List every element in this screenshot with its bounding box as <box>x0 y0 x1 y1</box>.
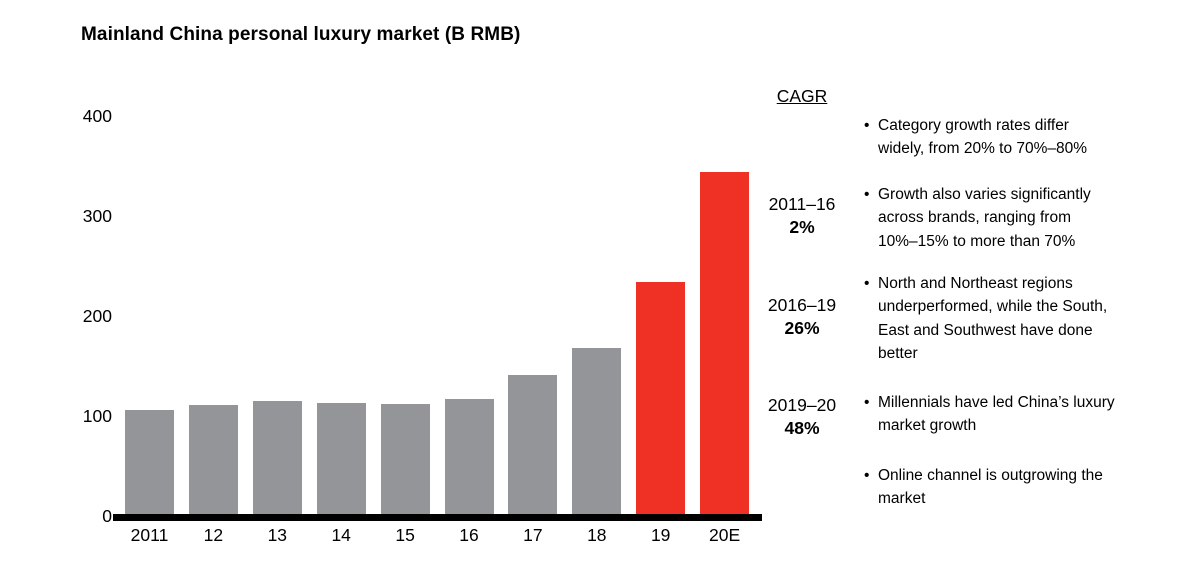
y-axis-tick-label: 100 <box>82 406 112 426</box>
note-text: Online channel is outgrowing the market <box>878 464 1103 511</box>
cagr-header-label: CAGR <box>776 86 828 106</box>
x-axis-label: 13 <box>267 525 288 545</box>
cagr-group: 2019–20 48% <box>752 394 852 440</box>
note-line: widely, from 20% to 70%–80% <box>878 140 1088 158</box>
bar-20E <box>700 172 750 514</box>
note-line: North and Northeast regions <box>878 275 1073 292</box>
note-item: • Online channel is outgrowing the market <box>864 464 1103 511</box>
bullet-marker: • <box>864 467 870 484</box>
cagr-range: 2011–16 <box>768 194 836 214</box>
note-line: 10%–15% to more than 70% <box>878 232 1076 250</box>
x-axis-label: 19 <box>650 525 671 545</box>
bar-12 <box>188 405 238 514</box>
bullet-marker: • <box>864 275 870 292</box>
x-axis-label: 18 <box>587 525 607 545</box>
note-text: Millennials have led China’s luxury marke… <box>878 391 1115 438</box>
y-axis-tick-label: 400 <box>82 106 112 126</box>
note-text: North and Northeast regions underperforme… <box>878 272 1107 366</box>
note-line: market growth <box>878 417 977 435</box>
note-item: • Growth also varies significantly across … <box>864 183 1091 253</box>
x-axis-label: 2011 <box>130 525 169 545</box>
note-line: Online channel is outgrowing the <box>878 467 1103 484</box>
bar-14 <box>316 403 366 514</box>
note-line: East and Southwest have done <box>878 321 1093 339</box>
y-axis-tick-label: 0 <box>102 506 112 526</box>
bullet-marker: • <box>864 394 870 411</box>
cagr-value: 2% <box>789 217 815 237</box>
note-text: Growth also varies significantly across b… <box>878 183 1091 253</box>
note-item: • North and Northeast regions underperform… <box>864 272 1107 366</box>
y-axis-tick-label: 300 <box>82 206 112 226</box>
x-axis-line <box>113 514 762 521</box>
x-axis-label: 16 <box>459 525 479 545</box>
note-line: Category growth rates differ <box>878 117 1069 134</box>
x-axis-label: 14 <box>331 525 351 545</box>
bullet-marker: • <box>864 117 870 134</box>
bar-2011 <box>125 410 174 514</box>
x-axis-label: 20E <box>709 525 741 545</box>
note-text: Category growth rates differ widely, from… <box>878 114 1087 161</box>
bar-13 <box>252 401 302 514</box>
note-line: Millennials have led China’s luxury <box>878 394 1115 411</box>
bar-17 <box>508 375 558 514</box>
bar-16 <box>444 399 494 514</box>
cagr-group: 2016–19 26% <box>752 294 852 340</box>
cagr-group: 2011–16 2% <box>752 193 852 239</box>
cagr-range: 2016–19 <box>767 295 837 315</box>
cagr-header: CAGR <box>752 86 852 107</box>
x-axis-label: 17 <box>523 525 543 545</box>
x-axis-label: 15 <box>395 525 415 545</box>
chart-title: Mainland China personal luxury market (B… <box>81 24 521 45</box>
note-line: market <box>878 490 926 508</box>
bar-19 <box>636 282 686 514</box>
note-item: • Millennials have led China’s luxury mark… <box>864 391 1115 438</box>
cagr-range: 2019–20 <box>767 395 837 415</box>
x-axis-label: 12 <box>203 525 224 545</box>
note-line: across brands, ranging from <box>878 209 1071 227</box>
note-item: • Category growth rates differ widely, fro… <box>864 114 1087 161</box>
note-line: Growth also varies significantly <box>878 186 1091 203</box>
y-axis-tick-label: 200 <box>82 306 112 326</box>
cagr-value: 48% <box>784 418 820 438</box>
bullet-marker: • <box>864 186 870 203</box>
note-line: underperformed, while the South, <box>878 298 1108 316</box>
bar-15 <box>380 404 430 514</box>
cagr-value: 26% <box>784 318 820 338</box>
bar-18 <box>572 348 622 514</box>
note-line: better <box>878 345 918 363</box>
